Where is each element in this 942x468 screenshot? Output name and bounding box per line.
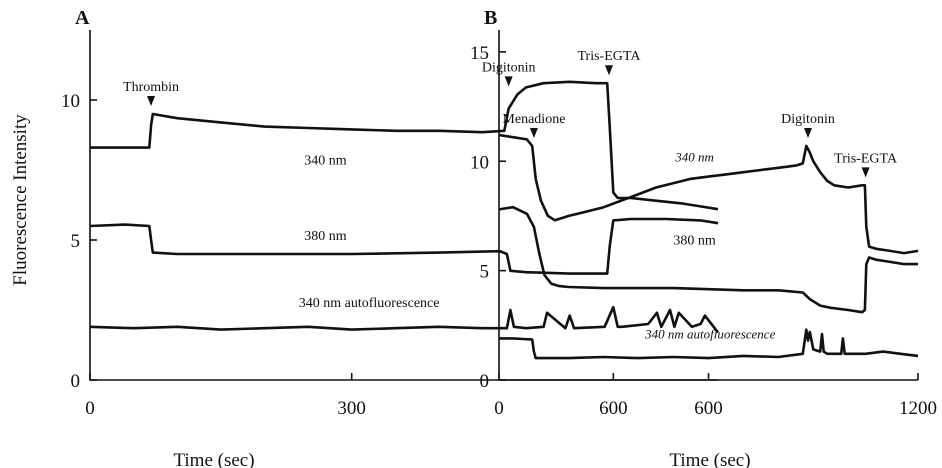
- panel-b-series-label: 340 nm autofluorescence: [644, 326, 775, 341]
- panel-a-event-label: Digitonin: [482, 60, 536, 75]
- panel-a-series: 340 nm 380 nm 340 nm autofluorescence: [89, 80, 720, 334]
- panel-label-b: B: [484, 7, 497, 29]
- panel-b-y-tick-label: 0: [480, 371, 490, 392]
- panel-a-y-tick-label: 0: [71, 371, 81, 392]
- panel-a-y-tick-label: 5: [71, 231, 81, 252]
- panel-a-event-marker: [504, 76, 513, 87]
- panel-a-event-label: Tris-EGTA: [578, 49, 642, 64]
- panel-a-event-marker: [604, 65, 613, 76]
- panel-b-trace-0: [498, 133, 919, 255]
- panel-label-a: A: [75, 7, 90, 29]
- panel-a-x-axis-title: Time (sec): [173, 450, 254, 468]
- panel-a-y-tick-label: 10: [61, 91, 80, 112]
- panel-b-event-label: Digitonin: [781, 112, 835, 127]
- panel-a-x-tick-label: 300: [337, 398, 366, 419]
- panel-a-event-marker: [147, 96, 156, 106]
- panel-b-y-tick-label: 15: [470, 43, 489, 64]
- panel-b-event-marker: [861, 167, 870, 178]
- panel-b: B Time (sec) 0 600 1200 0 5 10 15 340 nm 380 nm…: [470, 7, 937, 468]
- panel-a-series-label: 340 nm autofluorescence: [299, 296, 440, 311]
- panel-b-event-marker: [529, 127, 538, 138]
- panel-a-x-tick-label: 600: [599, 398, 628, 419]
- panel-a-series-label: 340 nm: [304, 153, 347, 168]
- panel-b-x-axis-title: Time (sec): [669, 450, 750, 468]
- panel-b-series-label: 380 nm: [673, 233, 716, 248]
- panel-a-trace-2: [89, 305, 720, 334]
- panel-b-trace-1: [498, 205, 918, 314]
- panel-a-trace-1: [89, 217, 719, 275]
- panel-b-series-label: 340 nm: [674, 149, 714, 164]
- panel-b-x-tick-label: 0: [494, 398, 504, 419]
- panel-b-events: Menadione Digitonin Tris-EGTA: [502, 112, 898, 178]
- panel-a-events: Thrombin Digitonin Tris-EGTA: [123, 49, 641, 106]
- y-axis-title: Fluorescence Intensity: [10, 114, 31, 286]
- panel-b-event-label: Tris-EGTA: [834, 151, 898, 166]
- panel-b-trace-2: [499, 328, 919, 360]
- panel-a-series-label: 380 nm: [304, 229, 347, 244]
- panel-b-x-tick-label: 1200: [899, 398, 937, 419]
- panel-a-ticks: 0 300 600 0 5 10: [61, 91, 628, 419]
- panel-a-event-label: Thrombin: [123, 80, 179, 95]
- panel-b-event-marker: [804, 127, 813, 138]
- panel-b-series: 340 nm 380 nm 340 nm autofluorescence: [498, 133, 919, 360]
- panel-a-x-tick-label: 0: [85, 398, 95, 419]
- panel-b-ticks: 0 600 1200 0 5 10 15: [470, 43, 937, 419]
- panel-a-trace-0: [90, 80, 719, 211]
- panel-b-x-tick-label: 600: [694, 398, 723, 419]
- panel-b-event-label: Menadione: [502, 112, 565, 127]
- panel-b-y-tick-label: 10: [470, 152, 489, 173]
- panel-b-y-tick-label: 5: [480, 262, 490, 283]
